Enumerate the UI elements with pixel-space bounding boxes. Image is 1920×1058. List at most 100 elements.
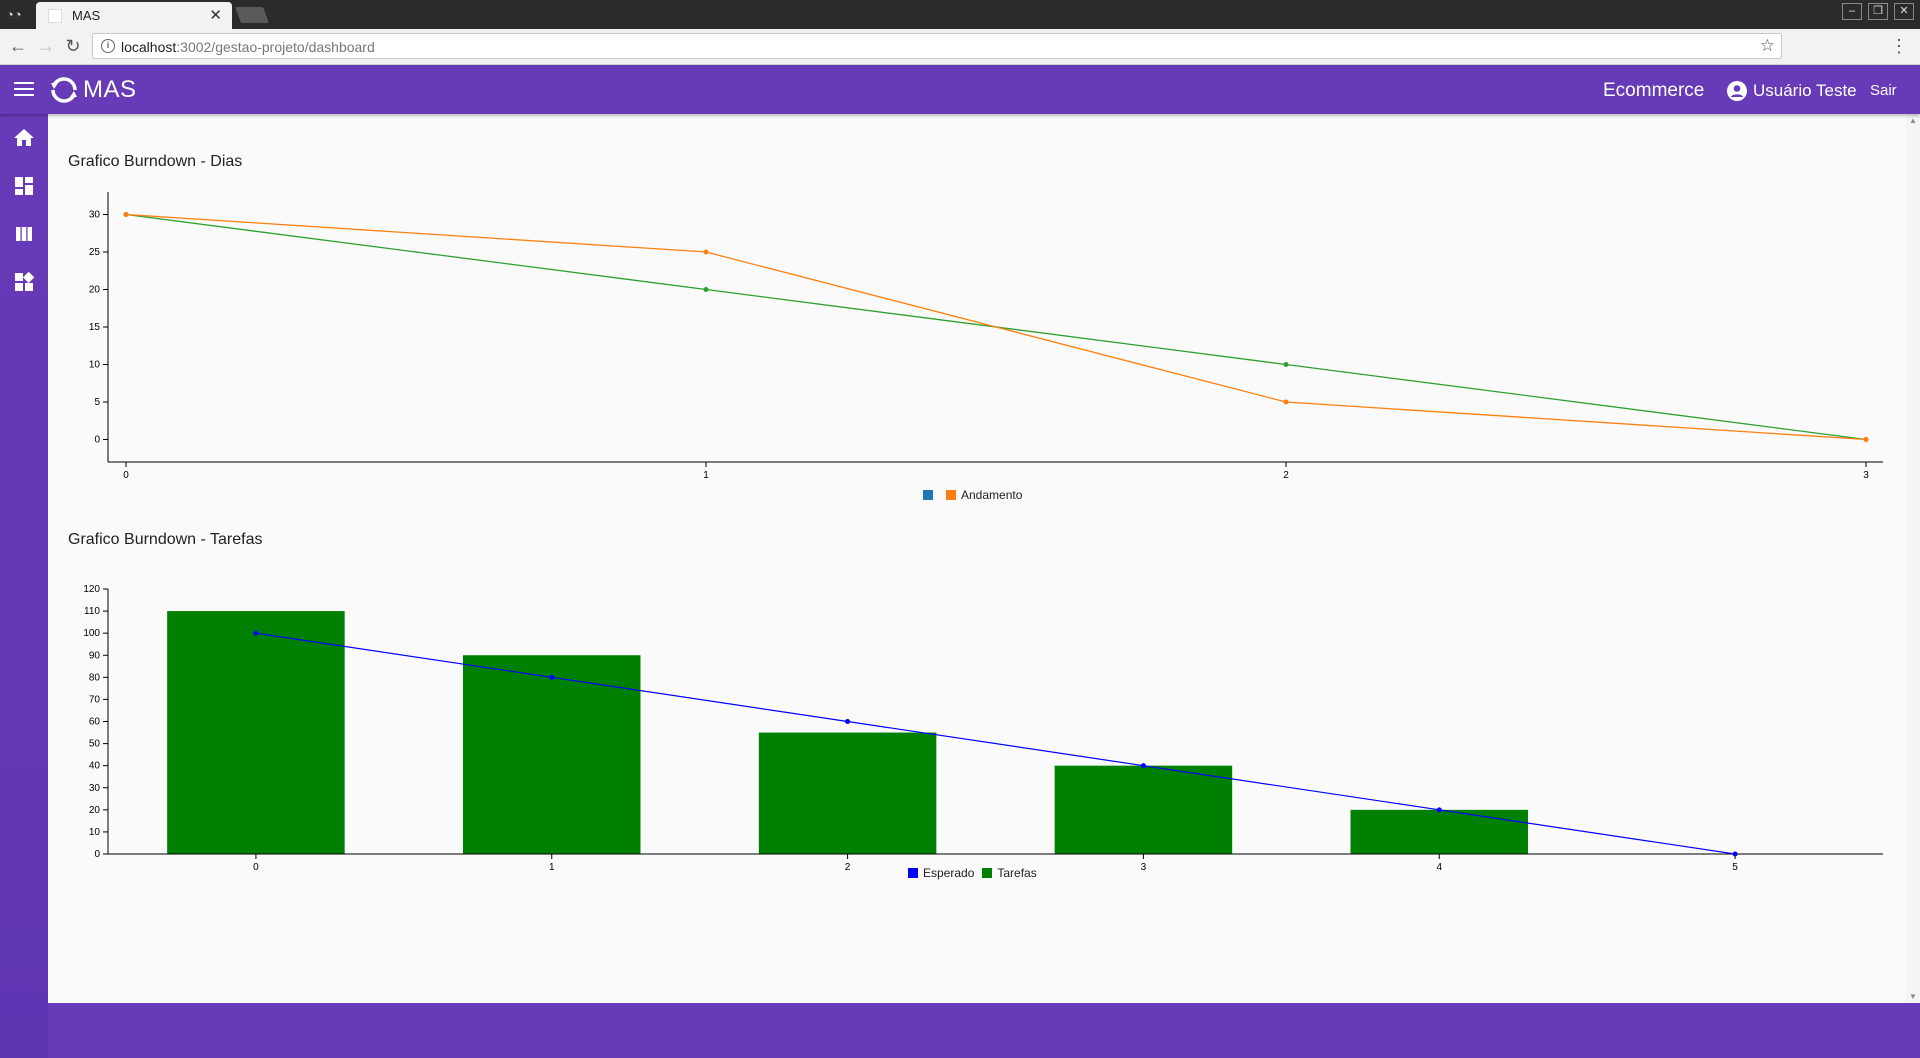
chart-dias-legend: Andamento — [923, 488, 1030, 502]
site-info-icon[interactable]: i — [101, 39, 115, 53]
y-tick-label: 5 — [94, 397, 100, 408]
y-tick-label: 30 — [89, 783, 101, 794]
x-tick-label: 3 — [1863, 470, 1869, 481]
x-tick-label: 1 — [703, 470, 709, 481]
bar — [463, 655, 641, 854]
bar — [1055, 766, 1233, 854]
y-tick-label: 30 — [89, 210, 101, 221]
bookmark-star-icon[interactable]: ☆ — [1760, 36, 1775, 56]
y-tick-label: 80 — [89, 672, 101, 683]
dashboard-icon[interactable] — [12, 174, 36, 198]
data-point — [253, 631, 258, 636]
x-tick-label: 1 — [549, 862, 555, 873]
minimize-window-button[interactable]: – — [1842, 3, 1862, 20]
app-logo[interactable]: MAS — [49, 76, 137, 104]
chart-dias-title: Grafico Burndown - Dias — [68, 153, 242, 171]
menu-icon[interactable] — [14, 82, 34, 98]
y-tick-label: 90 — [89, 650, 101, 661]
tab-title: MAS — [72, 8, 100, 23]
dias-legend-item[interactable] — [923, 490, 938, 500]
tarefas-legend-item[interactable]: Esperado — [908, 866, 974, 880]
data-point — [1437, 807, 1442, 812]
close-tab-icon[interactable]: ✕ — [209, 6, 222, 24]
legend-label: Andamento — [961, 488, 1022, 502]
y-tick-label: 20 — [89, 805, 101, 816]
logout-button[interactable]: Sair — [1870, 82, 1897, 99]
y-tick-label: 10 — [89, 360, 101, 371]
sidebar — [0, 114, 48, 1058]
url-path: :3002/gestao-projeto/dashboard — [176, 39, 374, 55]
data-point — [549, 675, 554, 680]
view-column-icon[interactable] — [12, 222, 36, 246]
y-tick-label: 60 — [89, 717, 101, 728]
x-tick-label: 2 — [845, 862, 851, 873]
bar — [167, 611, 345, 854]
y-tick-label: 15 — [89, 322, 101, 333]
dashboard-content: ▲ ▼ Grafico Burndown - Dias 0 5 10 15 20 25 30… — [48, 114, 1920, 1003]
y-tick-label: 10 — [89, 827, 101, 838]
address-bar[interactable]: i localhost:3002/gestao-projeto/dashboar… — [92, 33, 1782, 59]
home-icon[interactable] — [12, 126, 36, 150]
chart-burndown-dias: 0 5 10 15 20 25 30 0 1 2 3 — [48, 184, 1918, 464]
y-tick-label: 120 — [83, 584, 100, 595]
y-tick-label: 0 — [94, 849, 100, 860]
browser-tab-bar: ◔◔ MAS ✕ – ❐ ✕ — [0, 0, 1920, 29]
data-point — [124, 212, 129, 217]
x-tick-label: 0 — [123, 470, 129, 481]
chart-tarefas-legend: Esperado Tarefas — [908, 866, 1045, 880]
data-point — [1141, 763, 1146, 768]
chart-burndown-tarefas: 0 10 20 30 40 50 60 70 80 90 100 110 120 0 1 2 3 4 5 — [48, 564, 1918, 834]
scroll-down-icon[interactable]: ▼ — [1909, 992, 1917, 1001]
legend-label: Esperado — [923, 866, 974, 880]
y-tick-label: 25 — [89, 247, 101, 258]
data-point — [1733, 852, 1738, 857]
user-menu[interactable]: Usuário Teste — [1727, 80, 1857, 102]
logo-text: MAS — [83, 76, 137, 104]
bar — [759, 733, 937, 854]
x-tick-label: 0 — [253, 862, 259, 873]
scroll-up-icon[interactable]: ▲ — [1909, 116, 1917, 125]
bar — [1351, 810, 1529, 854]
y-tick-label: 110 — [84, 606, 100, 617]
incognito-icon: ◔◔ — [6, 8, 26, 22]
account-circle-icon — [1727, 81, 1747, 101]
app-footer — [48, 1003, 1920, 1058]
widgets-icon[interactable] — [12, 270, 36, 294]
data-point — [845, 719, 850, 724]
legend-swatch — [923, 490, 933, 500]
app-header: MAS Ecommerce Usuário Teste Sair — [0, 65, 1920, 114]
browser-toolbar: ← → ↻ i localhost:3002/gestao-projeto/da… — [0, 29, 1920, 65]
browser-menu-icon[interactable]: ⋮ — [1890, 36, 1908, 57]
y-tick-label: 70 — [89, 694, 101, 705]
project-name[interactable]: Ecommerce — [1603, 80, 1704, 102]
data-point — [704, 287, 709, 292]
x-tick-label: 5 — [1732, 862, 1738, 873]
address-url[interactable]: localhost:3002/gestao-projeto/dashboard — [121, 39, 375, 55]
x-tick-label: 2 — [1283, 470, 1289, 481]
legend-swatch — [982, 868, 992, 878]
x-tick-label: 3 — [1141, 862, 1147, 873]
y-tick-label: 40 — [89, 761, 101, 772]
data-point — [704, 250, 709, 255]
reload-icon[interactable]: ↻ — [63, 36, 83, 56]
close-window-button[interactable]: ✕ — [1894, 3, 1914, 20]
tarefas-legend-item[interactable]: Tarefas — [982, 866, 1036, 880]
url-host: localhost — [121, 39, 176, 55]
y-tick-label: 0 — [94, 435, 100, 446]
data-point — [1284, 362, 1289, 367]
back-icon[interactable]: ← — [8, 36, 28, 56]
chart-tarefas-title: Grafico Burndown - Tarefas — [68, 531, 262, 549]
new-tab-button[interactable] — [235, 7, 269, 23]
data-point — [1284, 400, 1289, 405]
restore-window-button[interactable]: ❐ — [1868, 3, 1888, 20]
legend-label: Tarefas — [997, 866, 1036, 880]
y-tick-label: 50 — [89, 739, 101, 750]
legend-swatch — [908, 868, 918, 878]
user-name: Usuário Teste — [1753, 81, 1857, 101]
forward-icon[interactable]: → — [36, 36, 56, 56]
legend-swatch — [946, 490, 956, 500]
x-tick-label: 4 — [1436, 862, 1442, 873]
sync-logo-icon — [49, 75, 79, 105]
browser-tab[interactable]: MAS ✕ — [36, 2, 232, 29]
dias-legend-item[interactable]: Andamento — [946, 488, 1022, 502]
